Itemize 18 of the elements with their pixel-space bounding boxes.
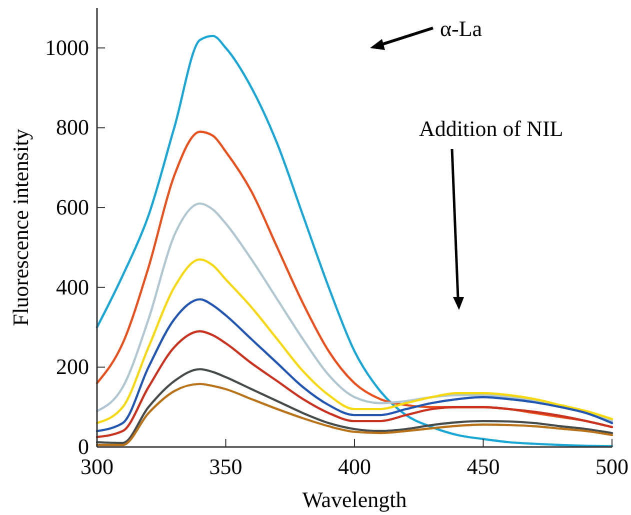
x-tick-label: 350 [209,454,242,479]
x-tick-label: 400 [338,454,371,479]
x-tick-label: 500 [596,454,628,479]
x-axis-title: Wavelength [302,487,407,512]
line-series [96,258,614,424]
y-tick-label: 400 [56,274,89,300]
y-tick-label: 800 [56,114,89,140]
line-series [96,202,614,422]
y-tick-label: 600 [56,194,89,220]
annotation: α-La [440,16,482,41]
y-axis-title: Fluorescence intensity [8,128,33,326]
line-series [96,330,614,438]
x-tick-label: 450 [466,454,500,479]
line-series [96,298,614,432]
y-tick-label: 200 [56,354,89,380]
line-series [96,368,614,444]
annotation: Addition of NIL [419,116,564,141]
y-tick-label: 1000 [45,34,89,60]
